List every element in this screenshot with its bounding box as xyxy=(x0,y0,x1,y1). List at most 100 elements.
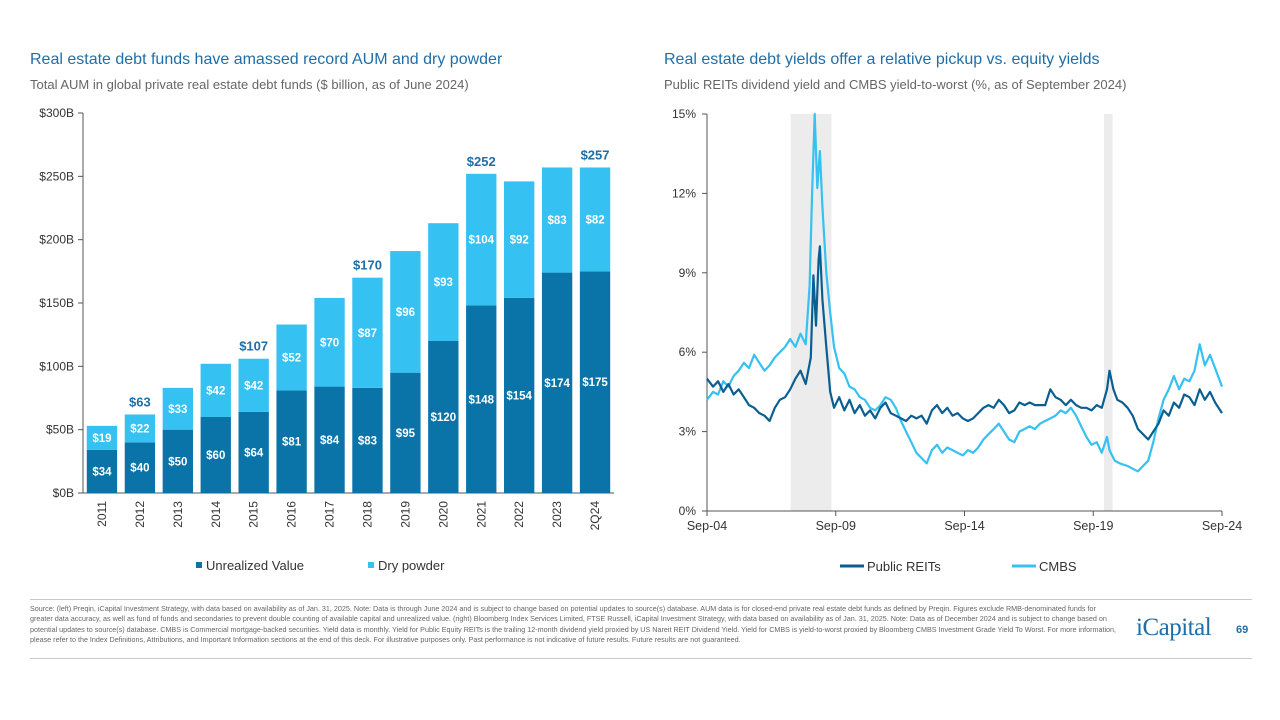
bar-dry-powder-2023 xyxy=(541,167,573,273)
icapital-logo: iCapital xyxy=(1136,614,1212,641)
bar-unrealized-2022 xyxy=(504,297,535,493)
bar-unrealized-2018 xyxy=(352,387,383,493)
x-tick-label-2015: 2015 xyxy=(247,501,261,528)
x-tick-label-2013: 2013 xyxy=(171,501,185,528)
right-chart-title: Real estate debt yields offer a relative… xyxy=(664,51,1100,68)
x-tick-label-2011: 2011 xyxy=(95,501,109,527)
source-note: Source: (left) Preqin, iCapital Investme… xyxy=(30,604,1117,645)
legend-label-cmbs: CMBS xyxy=(1039,559,1077,574)
right-y-tick-label: 15% xyxy=(672,107,696,121)
bar-dry-powder-2016 xyxy=(276,324,307,391)
label-dry-powder-2014: $42 xyxy=(206,385,225,397)
footer-divider-bottom xyxy=(30,658,1252,659)
x-tick-label-2014: 2014 xyxy=(209,501,223,528)
label-unrealized-2016: $81 xyxy=(282,437,302,449)
left-chart-subtitle: Total AUM in global private real estate … xyxy=(30,77,469,92)
bar-dry-powder-2019 xyxy=(390,251,421,373)
x-tick-label-2012: 2012 xyxy=(133,501,147,528)
label-dry-powder-2018: $87 xyxy=(358,328,377,340)
label-dry-powder-2023: $83 xyxy=(548,215,567,227)
bar-unrealized-2014 xyxy=(200,417,231,493)
total-label-2015: $107 xyxy=(239,339,268,354)
legend-label-unrealized: Unrealized Value xyxy=(206,558,304,573)
label-unrealized-2017: $84 xyxy=(320,435,340,447)
bar-dry-powder-2018 xyxy=(352,277,383,388)
x-tick-label-2019: 2019 xyxy=(398,501,412,528)
series-line-cmbs xyxy=(706,112,1224,473)
bar-unrealized-2013 xyxy=(162,429,193,493)
label-unrealized-2018: $83 xyxy=(358,435,377,447)
page-number: 69 xyxy=(1236,624,1249,636)
label-unrealized-2019: $95 xyxy=(396,428,416,440)
label-dry-powder-2011: $19 xyxy=(92,433,111,445)
label-dry-powder-2022: $92 xyxy=(510,235,529,247)
label-unrealized-2013: $50 xyxy=(168,456,187,468)
legend-label-public-reits: Public REITs xyxy=(867,559,941,574)
right-chart-subtitle: Public REITs dividend yield and CMBS yie… xyxy=(664,77,1127,92)
label-dry-powder-2020: $93 xyxy=(434,277,453,289)
bar-dry-powder-2Q24 xyxy=(579,167,611,272)
bar-dry-powder-2014 xyxy=(200,363,231,417)
series-line-public-reits xyxy=(706,245,1223,441)
left-chart-title: Real estate debt funds have amassed reco… xyxy=(30,51,503,68)
x-tick-label-2021: 2021 xyxy=(474,501,488,528)
label-unrealized-2021: $148 xyxy=(468,394,494,406)
legend-swatch-dry-powder xyxy=(368,562,374,568)
total-label-2012: $63 xyxy=(129,394,151,409)
x-tick-label-2020: 2020 xyxy=(436,501,450,528)
label-dry-powder-2019: $96 xyxy=(396,307,415,319)
bar-dry-powder-2013 xyxy=(162,387,193,430)
left-y-tick-label: $300B xyxy=(39,106,74,120)
bar-dry-powder-2022 xyxy=(504,181,535,298)
right-x-tick-label: Sep-04 xyxy=(687,519,727,533)
label-unrealized-2014: $60 xyxy=(206,450,225,462)
left-y-tick-label: $150B xyxy=(39,296,74,310)
total-label-2021: $252 xyxy=(467,154,496,169)
left-y-tick-label: $200B xyxy=(39,233,74,247)
right-y-tick-label: 6% xyxy=(679,345,697,359)
label-unrealized-2015: $64 xyxy=(244,447,264,459)
yield-line-chart: 0% 3% 6% 9% 12% 15% Sep-04 Sep-09 Sep-14 Sep-19 Se… xyxy=(672,107,1242,574)
x-tick-label-2022: 2022 xyxy=(512,501,526,528)
label-dry-powder-2017: $70 xyxy=(320,337,339,349)
right-y-tick-label: 9% xyxy=(679,266,697,280)
x-tick-label-2Q24: 2Q24 xyxy=(588,501,602,531)
bar-dry-powder-2020 xyxy=(428,223,459,341)
left-y-tick-label: $50B xyxy=(46,423,74,437)
bar-unrealized-2020 xyxy=(428,341,459,493)
bar-unrealized-2016 xyxy=(276,390,307,493)
recession-shade-2 xyxy=(1103,114,1113,511)
bar-dry-powder-2017 xyxy=(314,297,345,387)
bar-unrealized-2Q24 xyxy=(579,271,611,493)
label-dry-powder-2015: $42 xyxy=(244,380,263,392)
legend-swatch-unrealized xyxy=(196,562,202,568)
left-y-tick-label: $100B xyxy=(39,359,74,373)
x-tick-label-2023: 2023 xyxy=(550,501,564,528)
bar-dry-powder-2021 xyxy=(466,173,497,306)
right-x-tick-label: Sep-24 xyxy=(1202,519,1242,533)
x-tick-label-2016: 2016 xyxy=(285,501,299,528)
label-unrealized-2Q24: $175 xyxy=(582,377,608,389)
x-tick-label-2018: 2018 xyxy=(360,501,374,528)
x-tick-label-2017: 2017 xyxy=(323,501,337,528)
legend-label-dry-powder: Dry powder xyxy=(378,558,445,573)
total-label-2Q24: $257 xyxy=(581,147,610,162)
label-dry-powder-2013: $33 xyxy=(168,404,187,416)
bar-unrealized-2012 xyxy=(124,442,156,493)
aum-stacked-bar-chart: $0B $50B $100B $150B $200B $250B $300B $34 $19 20… xyxy=(39,106,614,573)
label-dry-powder-2Q24: $82 xyxy=(585,214,604,226)
label-unrealized-2012: $40 xyxy=(130,463,149,475)
left-y-tick-label: $250B xyxy=(39,169,74,183)
bar-unrealized-2021 xyxy=(466,305,497,493)
bar-unrealized-2023 xyxy=(541,272,573,493)
bar-unrealized-2015 xyxy=(238,411,269,493)
label-unrealized-2022: $154 xyxy=(506,390,532,402)
bar-unrealized-2019 xyxy=(390,372,421,493)
label-dry-powder-2016: $52 xyxy=(282,352,301,364)
bar-unrealized-2017 xyxy=(314,386,345,493)
bar-dry-powder-2015 xyxy=(238,358,269,412)
label-unrealized-2020: $120 xyxy=(431,412,457,424)
right-y-tick-label: 12% xyxy=(672,186,696,200)
label-dry-powder-2012: $22 xyxy=(130,423,149,435)
right-x-tick-label: Sep-14 xyxy=(944,519,984,533)
